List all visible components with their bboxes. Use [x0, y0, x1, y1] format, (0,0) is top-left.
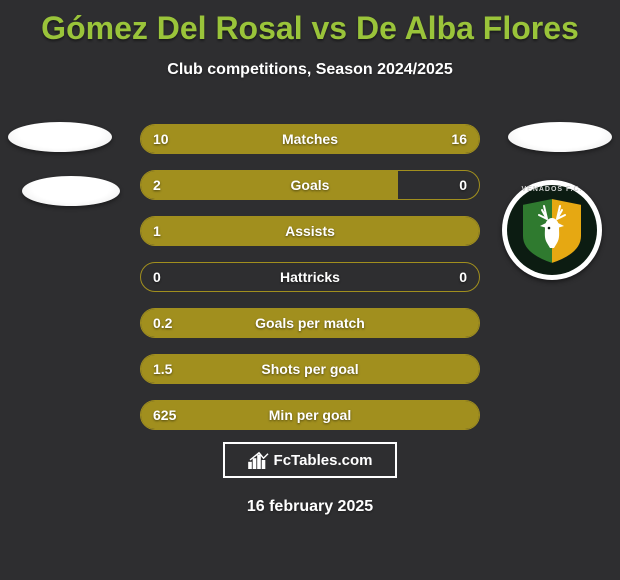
stats-panel: 1016Matches 20Goals 1Assists 00Hattricks 0.2…: [140, 124, 480, 446]
stat-row: 20Goals: [140, 170, 480, 200]
stat-row: 1Assists: [140, 216, 480, 246]
stat-row: 1016Matches: [140, 124, 480, 154]
player2-placeholder-icon: [508, 122, 612, 152]
stat-row: 0.2Goals per match: [140, 308, 480, 338]
stat-row: 625Min per goal: [140, 400, 480, 430]
page-subtitle: Club competitions, Season 2024/2025: [0, 61, 620, 79]
stat-label: Hattricks: [141, 269, 479, 285]
stat-label: Min per goal: [141, 407, 479, 423]
player2-club-logo: VENADOS F.C.: [502, 180, 602, 280]
footer-brand-box: FcTables.com: [223, 442, 397, 478]
club-logo-text: VENADOS F.C.: [502, 186, 602, 193]
stat-label: Assists: [141, 223, 479, 239]
club-shield-icon: [522, 198, 582, 264]
stat-label: Goals per match: [141, 315, 479, 331]
stat-row: 00Hattricks: [140, 262, 480, 292]
fctables-logo-icon: [248, 451, 270, 469]
stat-label: Matches: [141, 131, 479, 147]
stat-label: Goals: [141, 177, 479, 193]
date-text: 16 february 2025: [0, 498, 620, 516]
player1-club-placeholder-icon: [22, 176, 120, 206]
footer-brand-text: FcTables.com: [274, 452, 373, 469]
stat-row: 1.5Shots per goal: [140, 354, 480, 384]
stat-label: Shots per goal: [141, 361, 479, 377]
player1-placeholder-icon: [8, 122, 112, 152]
page-title: Gómez Del Rosal vs De Alba Flores: [0, 0, 620, 47]
